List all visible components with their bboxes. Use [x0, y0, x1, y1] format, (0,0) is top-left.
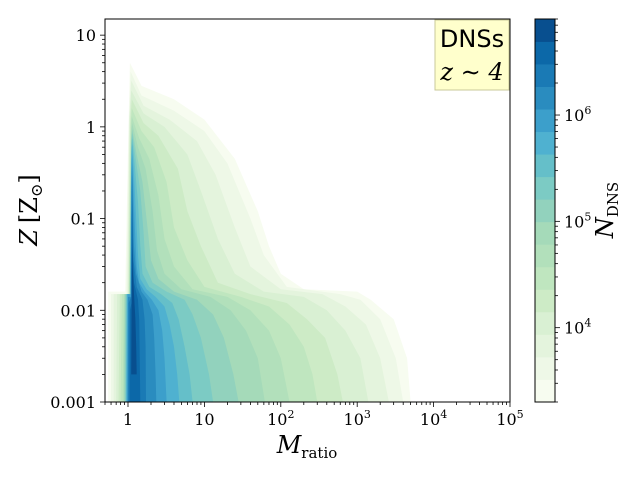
colorbar-tick-label: 105	[564, 210, 591, 231]
y-tick-label: 0.1	[71, 210, 96, 229]
colorbar-label: NDNS	[591, 182, 622, 239]
colorbar-swatch	[535, 41, 555, 65]
x-tick-label: 105	[496, 408, 523, 429]
y-axis-label: Z [Z⊙]	[15, 174, 46, 247]
colorbar-tick-label: 106	[564, 104, 591, 125]
colorbar-swatch	[535, 154, 555, 178]
colorbar-swatch	[535, 199, 555, 223]
y-tick-label: 0.01	[60, 301, 96, 320]
colorbar-swatch	[535, 334, 555, 358]
y-axis-label-main: Z	[15, 228, 43, 247]
annotation-background	[434, 19, 510, 91]
colorbar-swatch	[535, 64, 555, 87]
plot-frame	[104, 18, 511, 403]
x-tick-label: 102	[267, 408, 294, 429]
colorbar-swatch	[535, 86, 555, 110]
annotation-title: DNSs	[440, 25, 504, 53]
y-tick-label: 10	[76, 26, 96, 45]
y-axis: 0.001 0.01 0.1 1 10	[50, 26, 105, 412]
annotation-box: DNSs z ∼ 4	[434, 19, 510, 91]
y-tick-label: 0.001	[50, 393, 96, 412]
x-tick-label: 1	[123, 410, 133, 429]
colorbar	[535, 19, 555, 403]
colorbar-swatch	[535, 289, 555, 313]
colorbar-swatch	[535, 19, 555, 42]
colorbar-swatch	[535, 244, 555, 268]
colorbar-swatch	[535, 176, 555, 200]
contour-fill-group	[108, 62, 411, 402]
y-tick-label: 1	[86, 118, 96, 137]
colorbar-swatch	[535, 311, 555, 335]
y-axis-label-unit-close: ]	[15, 174, 43, 183]
x-tick-label: 10	[194, 410, 214, 429]
colorbar-swatch	[535, 109, 555, 133]
x-axis-label-main: M	[276, 431, 303, 459]
x-tick-label: 103	[344, 408, 371, 429]
colorbar-tick-label: 104	[564, 317, 591, 338]
y-axis-label-unit: [Z	[15, 197, 43, 223]
x-tick-label: 104	[420, 408, 447, 429]
colorbar-swatch	[535, 221, 555, 245]
annotation-redshift: z ∼ 4	[439, 58, 503, 86]
x-axis-label: Mratio	[276, 431, 338, 462]
contour-level-16	[131, 238, 137, 375]
x-axis: 1 10 102 103 104 105	[104, 402, 524, 429]
colorbar-swatch	[535, 356, 555, 380]
colorbar-swatch	[535, 379, 555, 403]
y-axis-label-unit-sub: ⊙	[27, 184, 46, 197]
colorbar-swatch	[535, 131, 555, 155]
colorbar-label-sub: DNS	[604, 182, 622, 217]
colorbar-ticks: 104 105 106	[555, 18, 591, 403]
colorbar-label-main: N	[591, 216, 619, 239]
colorbar-frame	[534, 18, 556, 403]
colorbar-swatch	[535, 266, 555, 290]
x-axis-label-sub: ratio	[301, 444, 337, 462]
